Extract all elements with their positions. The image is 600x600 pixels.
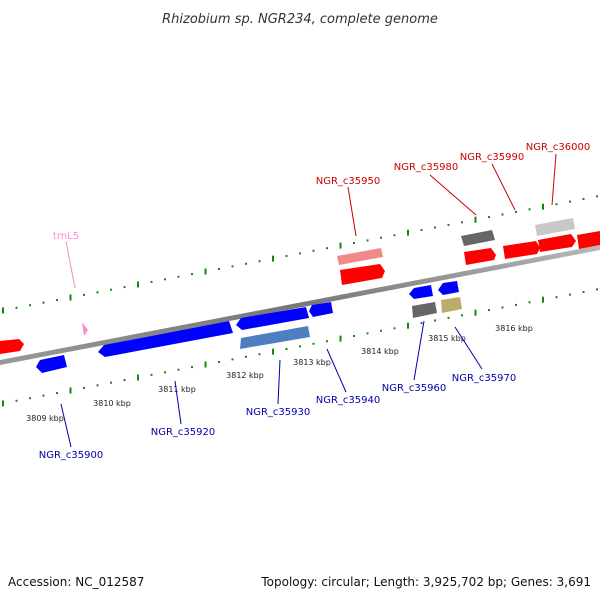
leader-line	[429, 174, 477, 216]
gene-reverse-pseudo[interactable]	[412, 302, 437, 318]
gene-forward-pseudo[interactable]	[535, 218, 575, 236]
leader-line	[174, 380, 182, 425]
upper-tick-track	[2, 195, 598, 314]
gene-forward[interactable]	[340, 264, 385, 285]
gene-forward[interactable]	[577, 231, 600, 249]
leader-line	[413, 320, 425, 381]
leader-line	[60, 403, 72, 448]
kbp-label: 3814 kbp	[361, 347, 399, 356]
leader-line	[454, 326, 483, 370]
gene-reverse[interactable]	[36, 355, 67, 373]
gene-reverse[interactable]	[240, 326, 310, 349]
gene-forward-pseudo[interactable]	[337, 248, 383, 265]
kbp-label: 3816 kbp	[495, 324, 533, 333]
kbp-label: 3811 kbp	[158, 385, 196, 394]
gene-label-reverse: NGR_c35920	[151, 427, 216, 438]
kbp-label: 3810 kbp	[93, 399, 131, 408]
gene-reverse[interactable]	[409, 285, 433, 299]
gene-label-reverse: NGR_c35900	[39, 450, 104, 461]
gene-misc[interactable]	[441, 297, 462, 313]
gene-forward[interactable]	[538, 234, 576, 252]
chromosome-axis	[0, 245, 600, 365]
leader-line	[326, 348, 347, 393]
leader-line	[277, 359, 281, 405]
gene-forward[interactable]	[0, 339, 24, 354]
topology-text: Topology: circular; Length: 3,925,702 bp…	[260, 575, 591, 589]
leader-line	[491, 163, 516, 211]
gene-label-reverse: NGR_c35930	[246, 407, 311, 418]
map-title: Rhizobium sp. NGR234, complete genome	[162, 12, 438, 27]
gene-reverse[interactable]	[98, 321, 233, 357]
gene-label-forward: NGR_c35950	[316, 176, 381, 187]
gene-label-reverse: NGR_c35940	[316, 395, 381, 406]
gene-label-forward: NGR_c35980	[394, 162, 459, 173]
leader-line	[347, 186, 357, 237]
gene-label-forward: NGR_c35990	[460, 152, 525, 163]
kbp-label: 3815 kbp	[428, 334, 466, 343]
gene-label-forward: NGR_c36000	[526, 142, 591, 153]
kbp-label: 3812 kbp	[226, 371, 264, 380]
gene-forward[interactable]	[503, 241, 540, 259]
lower-tick-track	[2, 288, 598, 407]
kbp-label: 3809 kbp	[26, 414, 64, 423]
gene-reverse[interactable]	[309, 302, 333, 317]
kbp-label: 3813 kbp	[293, 358, 331, 367]
leader-line	[551, 153, 557, 206]
gene-label-reverse: NGR_c35960	[382, 383, 447, 394]
leader-line	[65, 240, 76, 289]
gene-label-reverse: NGR_c35970	[452, 373, 517, 384]
gene-reverse[interactable]	[236, 307, 309, 330]
gene-forward[interactable]	[464, 248, 496, 265]
accession-text: Accession: NC_012587	[8, 575, 144, 589]
trna-label: trnL5	[53, 231, 79, 242]
trna-marker[interactable]	[82, 322, 88, 336]
gene-forward-pseudo[interactable]	[461, 230, 495, 246]
gene-reverse[interactable]	[438, 281, 459, 295]
